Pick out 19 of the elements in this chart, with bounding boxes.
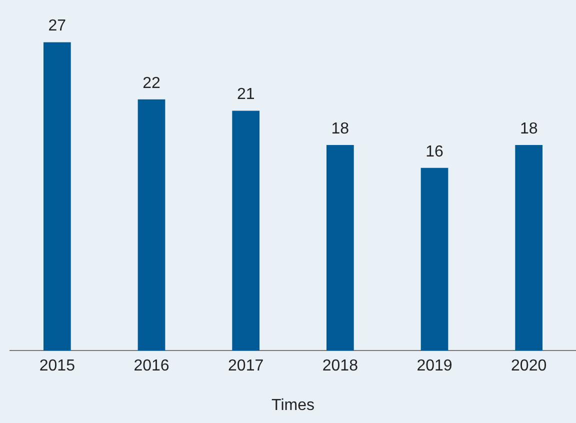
data-label: 18 <box>331 120 350 138</box>
data-label: 22 <box>142 74 160 92</box>
x-tick-label: 2016 <box>134 358 170 375</box>
bar <box>326 145 354 351</box>
x-tick-label: 2019 <box>416 358 452 375</box>
x-tick-label: 2018 <box>322 358 358 375</box>
bar <box>232 110 260 351</box>
bar <box>420 168 448 351</box>
x-tick-label: 2015 <box>39 358 76 375</box>
data-label: 21 <box>236 86 255 104</box>
x-tick-label: 2017 <box>228 358 264 375</box>
bar <box>43 42 71 351</box>
bar <box>515 145 543 351</box>
bar <box>138 99 166 351</box>
data-label: 27 <box>48 18 66 35</box>
x-axis-title: Times <box>272 396 314 414</box>
data-label: 18 <box>520 120 538 138</box>
data-label: 16 <box>426 143 444 160</box>
x-tick-label: 2020 <box>511 358 547 375</box>
